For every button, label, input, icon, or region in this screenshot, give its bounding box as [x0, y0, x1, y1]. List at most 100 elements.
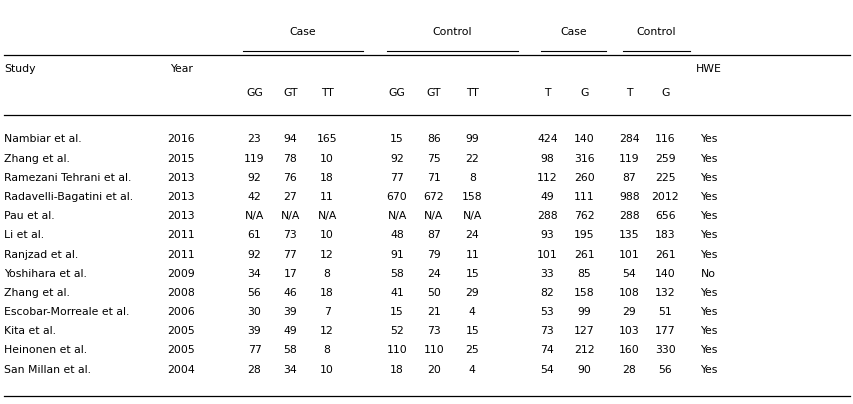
Text: 2005: 2005	[167, 326, 194, 336]
Text: 132: 132	[654, 288, 675, 298]
Text: 259: 259	[654, 154, 675, 164]
Text: 103: 103	[618, 326, 639, 336]
Text: 94: 94	[283, 135, 297, 144]
Text: 98: 98	[540, 154, 554, 164]
Text: 127: 127	[573, 326, 594, 336]
Text: 762: 762	[573, 211, 594, 221]
Text: GT: GT	[426, 88, 440, 98]
Text: 21: 21	[426, 307, 440, 317]
Text: 93: 93	[540, 230, 554, 240]
Text: 288: 288	[537, 211, 557, 221]
Text: 58: 58	[283, 345, 297, 356]
Text: TT: TT	[466, 88, 478, 98]
Text: 50: 50	[426, 288, 440, 298]
Text: Control: Control	[635, 27, 675, 37]
Text: 101: 101	[537, 250, 557, 259]
Text: 54: 54	[540, 365, 554, 375]
Text: 7: 7	[323, 307, 330, 317]
Text: 39: 39	[247, 326, 261, 336]
Text: Yes: Yes	[699, 192, 717, 202]
Text: 8: 8	[323, 345, 330, 356]
Text: 18: 18	[320, 173, 334, 183]
Text: 49: 49	[283, 326, 297, 336]
Text: 73: 73	[540, 326, 554, 336]
Text: 24: 24	[426, 269, 440, 279]
Text: Study: Study	[4, 64, 36, 74]
Text: Yes: Yes	[699, 211, 717, 221]
Text: 52: 52	[390, 326, 403, 336]
Text: Yes: Yes	[699, 365, 717, 375]
Text: 87: 87	[622, 173, 635, 183]
Text: 110: 110	[423, 345, 444, 356]
Text: 8: 8	[323, 269, 330, 279]
Text: 4: 4	[468, 307, 475, 317]
Text: T: T	[543, 88, 550, 98]
Text: 11: 11	[320, 192, 334, 202]
Text: 2008: 2008	[167, 288, 194, 298]
Text: Control: Control	[432, 27, 472, 37]
Text: San Millan et al.: San Millan et al.	[4, 365, 91, 375]
Text: 86: 86	[426, 135, 440, 144]
Text: Year: Year	[170, 64, 192, 74]
Text: 8: 8	[468, 173, 475, 183]
Text: 92: 92	[390, 154, 403, 164]
Text: 34: 34	[247, 269, 261, 279]
Text: Yes: Yes	[699, 230, 717, 240]
Text: 54: 54	[622, 269, 635, 279]
Text: 2012: 2012	[651, 192, 678, 202]
Text: N/A: N/A	[462, 211, 481, 221]
Text: Yes: Yes	[699, 288, 717, 298]
Text: 2005: 2005	[167, 345, 194, 356]
Text: 672: 672	[423, 192, 444, 202]
Text: Yes: Yes	[699, 345, 717, 356]
Text: 58: 58	[390, 269, 403, 279]
Text: 30: 30	[247, 307, 261, 317]
Text: 160: 160	[618, 345, 639, 356]
Text: 10: 10	[320, 365, 334, 375]
Text: N/A: N/A	[317, 211, 336, 221]
Text: 212: 212	[573, 345, 594, 356]
Text: Case: Case	[560, 27, 587, 37]
Text: 79: 79	[426, 250, 440, 259]
Text: 10: 10	[320, 230, 334, 240]
Text: 261: 261	[654, 250, 675, 259]
Text: 135: 135	[618, 230, 639, 240]
Text: 53: 53	[540, 307, 554, 317]
Text: 28: 28	[622, 365, 635, 375]
Text: 108: 108	[618, 288, 639, 298]
Text: 99: 99	[465, 135, 479, 144]
Text: 116: 116	[654, 135, 675, 144]
Text: 28: 28	[247, 365, 261, 375]
Text: 20: 20	[426, 365, 440, 375]
Text: 74: 74	[540, 345, 554, 356]
Text: 77: 77	[390, 173, 403, 183]
Text: 78: 78	[283, 154, 297, 164]
Text: 71: 71	[426, 173, 440, 183]
Text: No: No	[700, 269, 716, 279]
Text: 2011: 2011	[167, 230, 194, 240]
Text: Kita et al.: Kita et al.	[4, 326, 56, 336]
Text: 15: 15	[465, 326, 479, 336]
Text: 288: 288	[618, 211, 639, 221]
Text: 92: 92	[247, 173, 261, 183]
Text: TT: TT	[321, 88, 333, 98]
Text: 15: 15	[465, 269, 479, 279]
Text: GG: GG	[246, 88, 263, 98]
Text: Pau et al.: Pau et al.	[4, 211, 55, 221]
Text: 140: 140	[654, 269, 675, 279]
Text: 316: 316	[573, 154, 594, 164]
Text: Yes: Yes	[699, 154, 717, 164]
Text: 12: 12	[320, 250, 334, 259]
Text: 87: 87	[426, 230, 440, 240]
Text: Yes: Yes	[699, 307, 717, 317]
Text: 110: 110	[386, 345, 407, 356]
Text: 988: 988	[618, 192, 639, 202]
Text: Nambiar et al.: Nambiar et al.	[4, 135, 82, 144]
Text: 260: 260	[573, 173, 594, 183]
Text: Escobar-Morreale et al.: Escobar-Morreale et al.	[4, 307, 130, 317]
Text: 670: 670	[386, 192, 407, 202]
Text: Yes: Yes	[699, 135, 717, 144]
Text: 73: 73	[283, 230, 297, 240]
Text: 61: 61	[247, 230, 261, 240]
Text: Yes: Yes	[699, 173, 717, 183]
